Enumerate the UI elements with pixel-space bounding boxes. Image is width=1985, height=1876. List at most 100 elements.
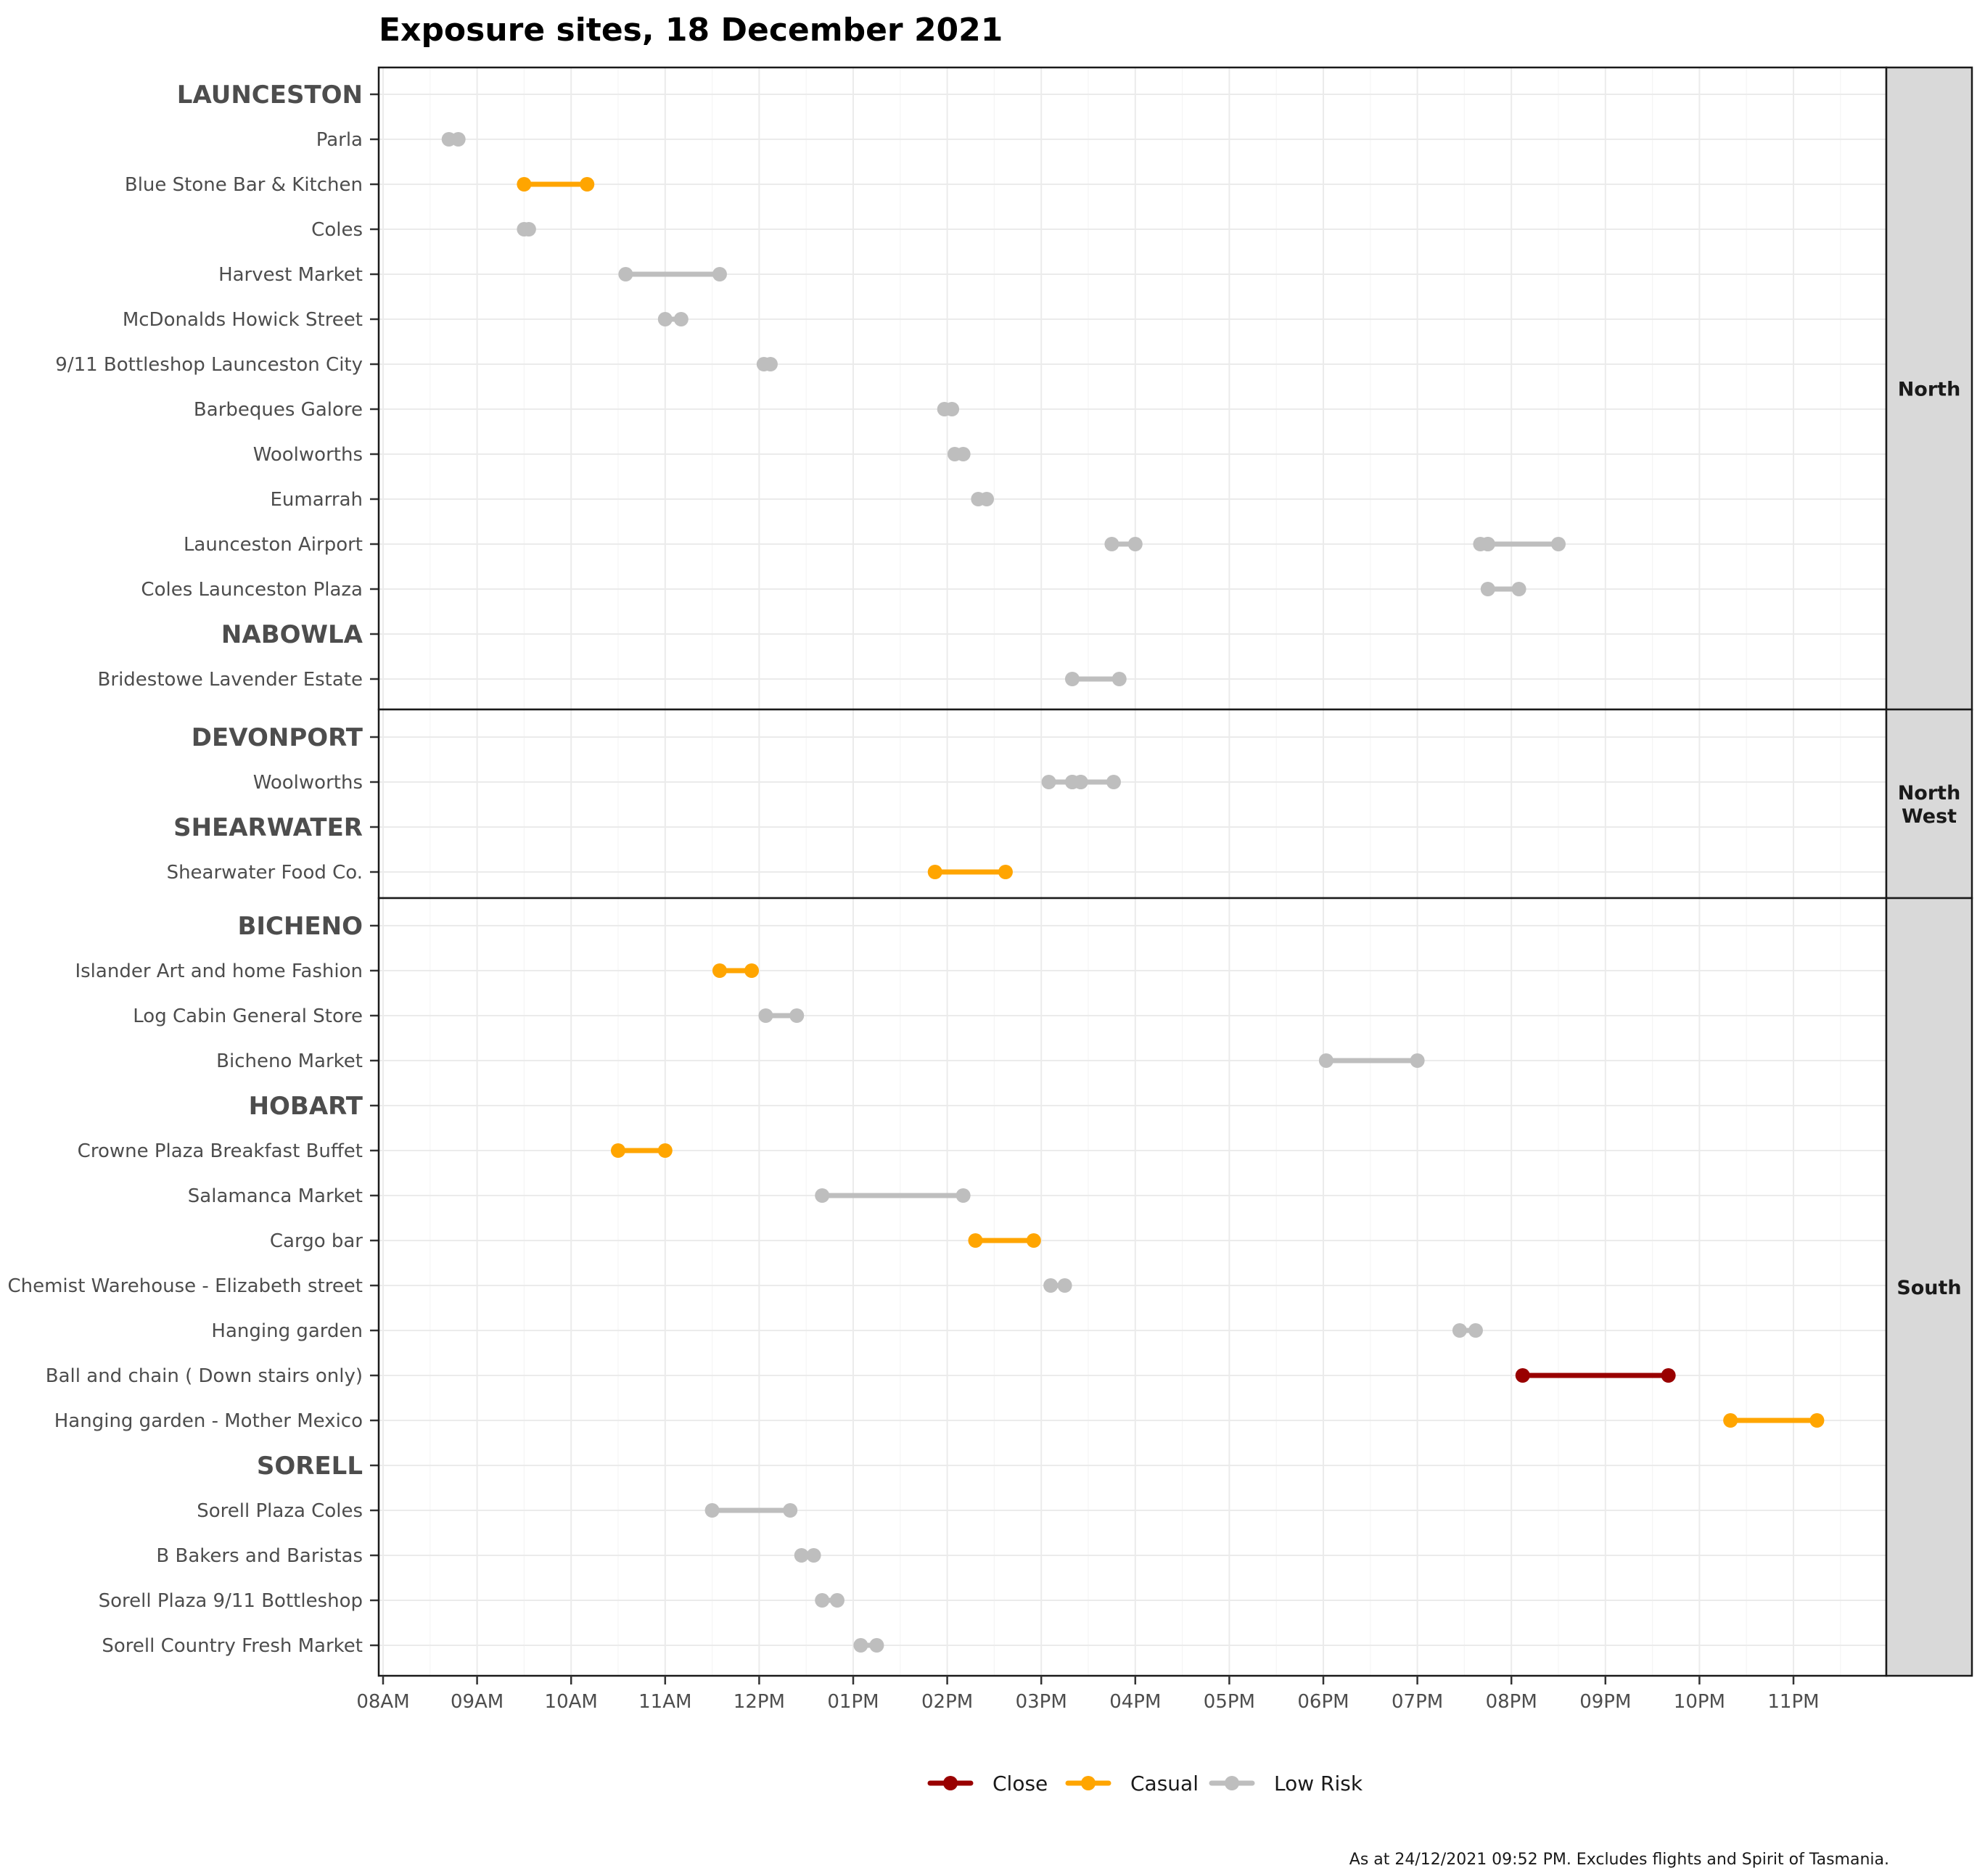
chart-title: Exposure sites, 18 December 2021 — [379, 12, 1003, 49]
town-label: SORELL — [257, 1452, 363, 1481]
exposure-start-point — [517, 177, 532, 192]
x-tick-label: 10AM — [545, 1691, 598, 1713]
exposure-end-point — [1551, 537, 1566, 551]
exposure-end-point — [955, 1188, 971, 1203]
exposure-end-point — [979, 492, 995, 506]
x-tick-label: 09AM — [451, 1691, 504, 1713]
x-tick-label: 05PM — [1204, 1691, 1255, 1713]
exposure-end-point — [712, 267, 727, 281]
exposure-start-point — [1041, 775, 1056, 789]
exposure-start-point — [1064, 672, 1080, 686]
facet-strip-label: West — [1902, 805, 1957, 828]
exposure-start-point — [968, 1233, 983, 1248]
legend-label: Low Risk — [1274, 1772, 1363, 1795]
town-label: BICHENO — [237, 912, 363, 941]
exposure-end-point — [1106, 775, 1121, 789]
exposure-start-point — [1452, 1323, 1467, 1338]
site-label: Woolworths — [253, 772, 363, 794]
site-label: McDonalds Howick Street — [123, 309, 363, 331]
site-label: Sorell Country Fresh Market — [102, 1635, 363, 1657]
legend-label: Close — [992, 1772, 1048, 1795]
x-tick-label: 08PM — [1486, 1691, 1537, 1713]
exposure-end-point — [783, 1503, 798, 1518]
exposure-end-point — [521, 222, 536, 236]
x-tick-label: 02PM — [921, 1691, 973, 1713]
site-label: Woolworths — [253, 444, 363, 466]
site-label: B Bakers and Baristas — [156, 1545, 363, 1567]
legend-label: Casual — [1130, 1772, 1199, 1795]
exposure-end-point — [451, 132, 466, 147]
site-label: Islander Art and home Fashion — [75, 960, 363, 982]
exposure-end-point — [955, 447, 971, 461]
exposure-end-point — [1511, 582, 1526, 596]
exposure-start-point — [1480, 537, 1495, 551]
site-label: Launceston Airport — [184, 534, 363, 556]
town-label: HOBART — [249, 1092, 363, 1121]
exposure-end-point — [1468, 1323, 1483, 1338]
town-label: SHEARWATER — [173, 813, 363, 842]
exposure-start-point — [1723, 1413, 1738, 1428]
panel: DEVONPORT Woolworths SHEARWATER Shearwater … — [167, 708, 1973, 900]
exposure-start-point — [794, 1548, 809, 1563]
facet-strip — [1885, 897, 1973, 1677]
exposure-end-point — [580, 177, 595, 192]
site-label: Coles Launceston Plaza — [141, 579, 363, 601]
site-label: Ball and chain ( Down stairs only) — [46, 1365, 363, 1387]
site-label: Crowne Plaza Breakfast Buffet — [78, 1140, 363, 1162]
exposure-start-point — [657, 312, 673, 326]
legend-item-casual: Casual — [1065, 1772, 1199, 1795]
exposure-end-point — [673, 312, 689, 326]
site-label: Hanging garden — [211, 1320, 363, 1342]
panel-background — [379, 898, 1886, 1676]
site-label: Bicheno Market — [216, 1050, 363, 1072]
site-label: Log Cabin General Store — [133, 1005, 363, 1027]
x-tick-label: 11PM — [1767, 1691, 1819, 1713]
panel-background — [379, 67, 1886, 709]
exposure-end-point — [1111, 672, 1127, 686]
exposure-start-point — [758, 1008, 773, 1023]
site-label: Barbeques Galore — [194, 399, 363, 421]
legend: Close Casual Low Risk — [927, 1772, 1363, 1795]
exposure-start-point — [1073, 775, 1088, 789]
legend-key-point — [943, 1776, 958, 1790]
x-tick-label: 06PM — [1297, 1691, 1349, 1713]
legend-item-close: Close — [927, 1772, 1048, 1795]
legend-key-point — [1225, 1776, 1239, 1790]
exposure-end-point — [1026, 1233, 1041, 1248]
x-tick-label: 04PM — [1109, 1691, 1161, 1713]
town-label: LAUNCESTON — [177, 81, 363, 110]
facet-strip-label: North — [1898, 379, 1961, 401]
site-label: Blue Stone Bar & Kitchen — [125, 174, 363, 196]
town-label: NABOWLA — [221, 620, 363, 649]
exposure-start-point — [815, 1188, 830, 1203]
x-tick-label: 10PM — [1674, 1691, 1725, 1713]
exposure-end-point — [869, 1638, 884, 1653]
panel: BICHENO Islander Art and home Fashion Log … — [7, 897, 1973, 1677]
site-label: Sorell Plaza Coles — [197, 1500, 363, 1522]
legend-key-point — [1081, 1776, 1096, 1790]
exposure-end-point — [657, 1143, 673, 1158]
x-tick-label: 07PM — [1392, 1691, 1443, 1713]
exposure-start-point — [927, 865, 942, 879]
exposure-start-point — [611, 1143, 625, 1158]
x-tick-label: 11AM — [638, 1691, 691, 1713]
panel-background — [379, 709, 1886, 898]
panel: LAUNCESTON Parla Blue Stone Bar & Kitchen C… — [55, 66, 1973, 711]
town-label: DEVONPORT — [192, 723, 363, 752]
site-label: Salamanca Market — [188, 1185, 363, 1207]
facet-strip — [1885, 66, 1973, 711]
chart-caption: As at 24/12/2021 09:52 PM. Excludes flig… — [1349, 1851, 1889, 1869]
exposure-start-point — [1480, 582, 1495, 596]
site-label: Sorell Plaza 9/11 Bottleshop — [99, 1590, 363, 1612]
exposure-start-point — [853, 1638, 868, 1653]
exposure-end-point — [806, 1548, 821, 1563]
facet-strip-label: North — [1898, 782, 1961, 805]
exposure-end-point — [744, 963, 760, 978]
exposure-end-point — [1057, 1278, 1072, 1293]
legend-item-low: Low Risk — [1209, 1772, 1363, 1795]
site-label: Hanging garden - Mother Mexico — [54, 1410, 363, 1432]
exposure-start-point — [704, 1503, 720, 1518]
x-tick-label: 03PM — [1016, 1691, 1067, 1713]
exposure-end-point — [829, 1593, 844, 1608]
site-label: 9/11 Bottleshop Launceston City — [55, 354, 363, 376]
